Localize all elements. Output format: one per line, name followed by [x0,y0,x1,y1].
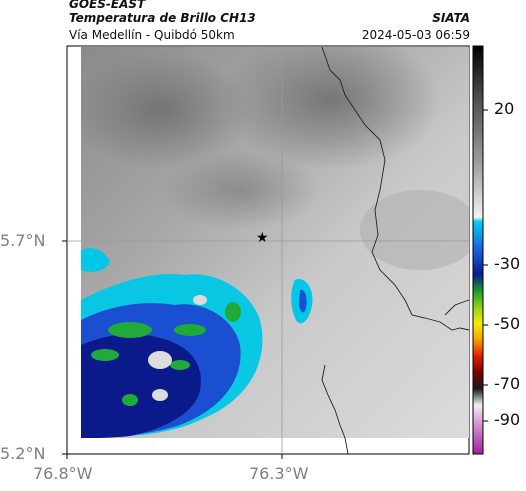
lon-label-76-3: 76.3°W [249,464,309,483]
colorbar [472,45,484,455]
colorbar-label-minus90: -90 [494,410,521,429]
product-title: Temperatura de Brillo CH13 [69,11,256,25]
timestamp-label: 2024-05-03 06:59 [361,28,470,42]
satellite-image [81,47,469,438]
department-border-2 [444,299,470,316]
lat-label-5-7: 5.7°N [0,231,46,250]
station-star-icon: ★ [256,230,269,246]
lon-label-76-8: 76.8°W [33,464,93,483]
colorbar-label-minus50: -50 [494,314,521,333]
department-border [321,46,470,331]
agency-label: SIATA [432,11,470,25]
colorbar-label-minus70: -70 [494,374,521,393]
colorbar-label-minus30: -30 [494,254,521,273]
region-subtitle: Vía Medellín - Quibdó 50km [69,28,235,42]
lat-label-5-2: 5.2°N [0,444,46,463]
colorbar-label-20: 20 [494,99,515,118]
satellite-title: GOES-EAST [69,0,146,11]
department-border-3 [321,364,349,455]
